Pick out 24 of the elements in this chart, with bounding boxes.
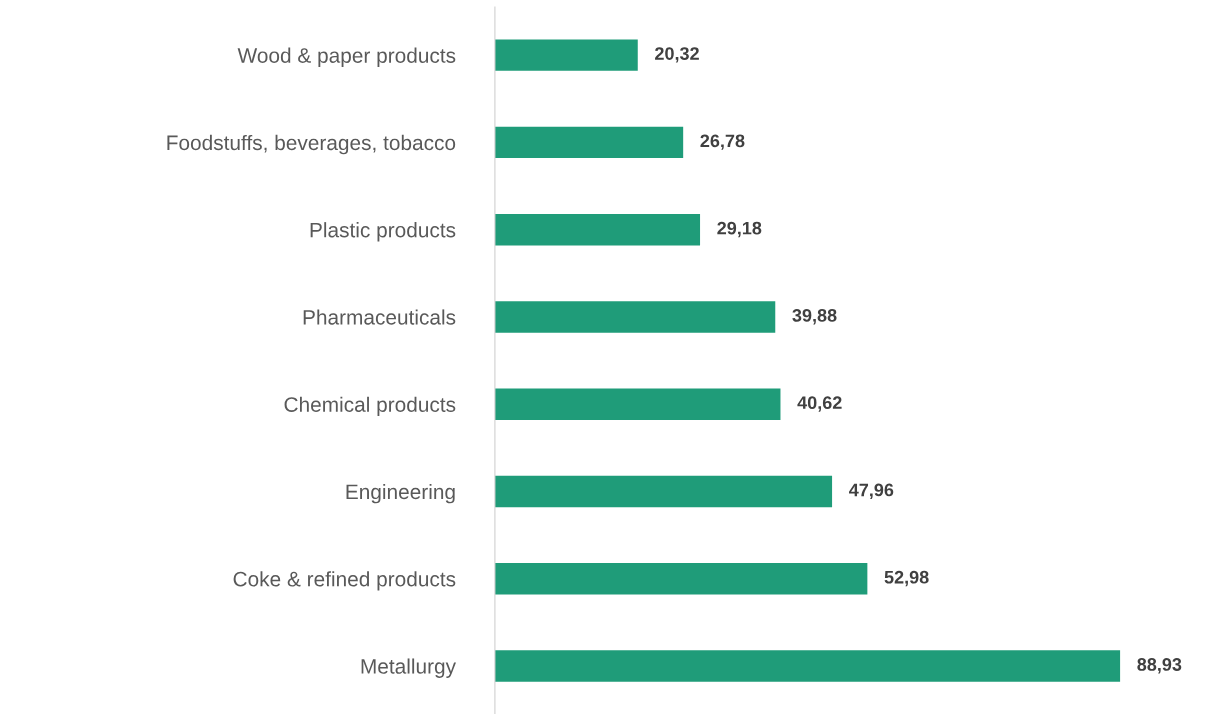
y-tick-label: Coke & refined products [233, 571, 456, 591]
bar [494, 301, 776, 333]
bar [494, 388, 781, 420]
bar [494, 563, 868, 595]
y-tick-label: Metallurgy [361, 658, 456, 678]
bar [494, 650, 1121, 682]
data-label: 40,62 [797, 396, 842, 412]
y-tick-label: Plastic products [310, 222, 456, 242]
data-label: 52,98 [884, 570, 929, 587]
y-tick-label: Engineering [346, 483, 455, 504]
data-label: 29,18 [717, 221, 762, 238]
bar [494, 213, 701, 246]
data-label: 88,93 [1137, 658, 1182, 674]
y-tick-label: Pharmaceuticals [303, 309, 456, 325]
data-label: 39,88 [792, 309, 837, 325]
data-label: 26,78 [700, 134, 745, 150]
y-tick-label: Wood & paper products [237, 47, 456, 68]
data-label: 47,96 [849, 483, 894, 499]
bar [494, 39, 638, 71]
bar [494, 475, 833, 508]
bar [494, 126, 684, 159]
data-label: 20,32 [655, 47, 699, 63]
y-tick-label: Foodstuffs, beverages, tobacco [167, 134, 456, 155]
y-tick-label: Chemical products [284, 396, 456, 417]
